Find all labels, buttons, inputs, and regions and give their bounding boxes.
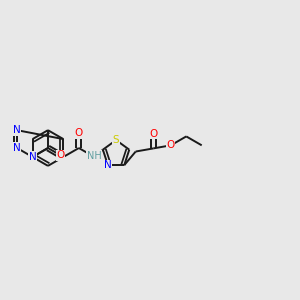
Text: N: N [13, 125, 21, 135]
Text: O: O [57, 150, 65, 161]
Text: O: O [149, 129, 158, 139]
Text: N: N [28, 152, 36, 162]
Text: S: S [113, 135, 119, 145]
Text: N: N [104, 160, 112, 170]
Text: N: N [13, 143, 21, 153]
Text: NH: NH [87, 151, 102, 161]
Text: O: O [167, 140, 175, 150]
Text: O: O [75, 128, 83, 138]
